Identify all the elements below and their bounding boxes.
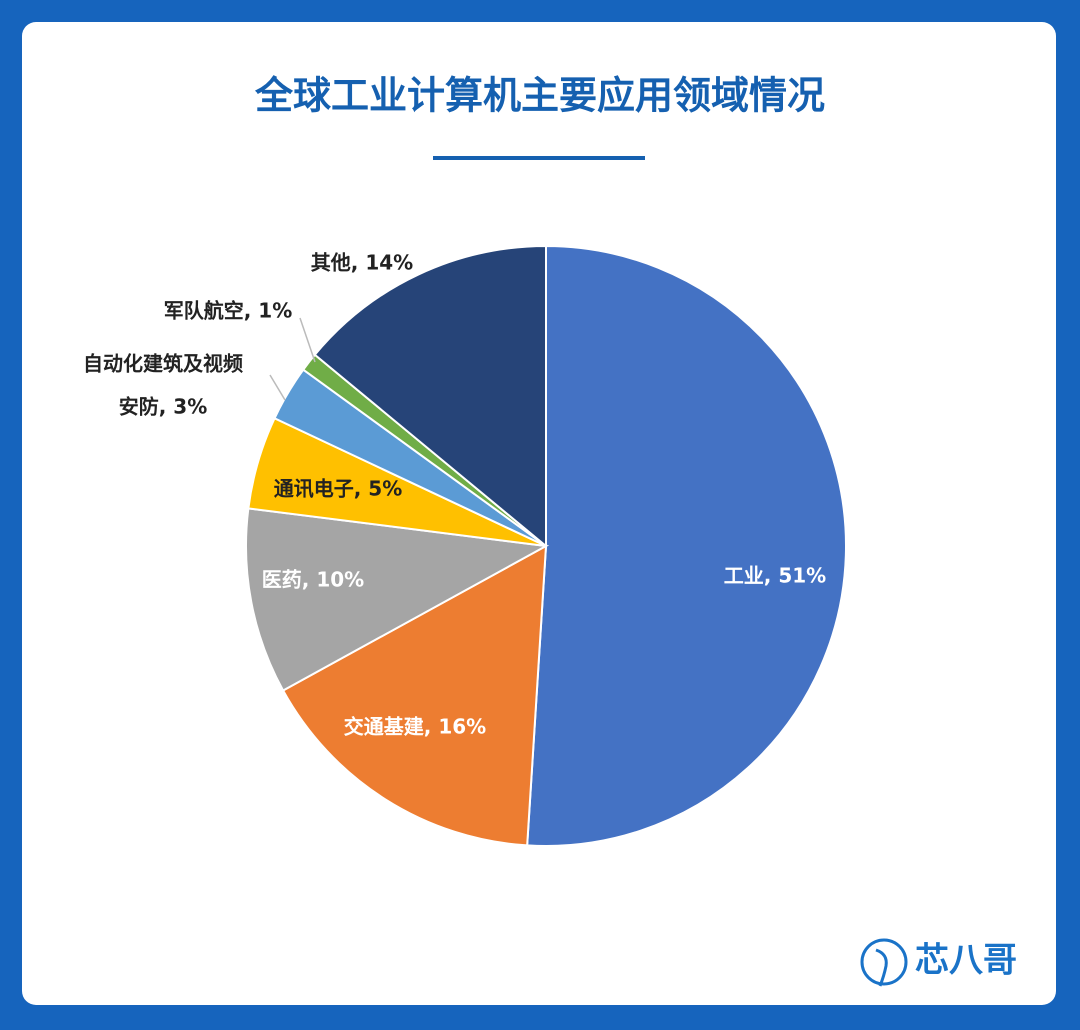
data-label: 其他, 14% xyxy=(311,251,413,275)
chart-title: 全球工业计算机主要应用领域情况 xyxy=(254,74,825,118)
logo-circle xyxy=(860,938,908,986)
pie: 工业, 51% 交通基建, 16% 医药, 10% 通讯电子, 5% 自动化建筑及视频安… xyxy=(83,244,847,847)
data-label: 通讯电子, 5% xyxy=(274,477,403,501)
leader-line xyxy=(299,317,316,363)
logo-bird xyxy=(875,948,888,987)
data-label: 军队航空, 1% xyxy=(164,299,293,323)
pie-slice xyxy=(313,244,547,549)
brand-logo xyxy=(860,938,908,987)
pie-slice xyxy=(281,544,548,847)
brand: 芯八哥 xyxy=(915,941,1017,981)
data-label: 医药, 10% xyxy=(262,568,364,592)
data-label: 自动化建筑及视频 xyxy=(83,352,243,376)
data-label: 交通基建, 16% xyxy=(344,715,486,739)
data-label: 安防, 3% xyxy=(119,395,208,419)
pie-slice xyxy=(245,507,550,692)
leader-line xyxy=(269,374,286,401)
title-underline xyxy=(433,156,645,160)
data-label: 工业, 51% xyxy=(724,564,826,588)
pie-slice xyxy=(526,244,847,847)
